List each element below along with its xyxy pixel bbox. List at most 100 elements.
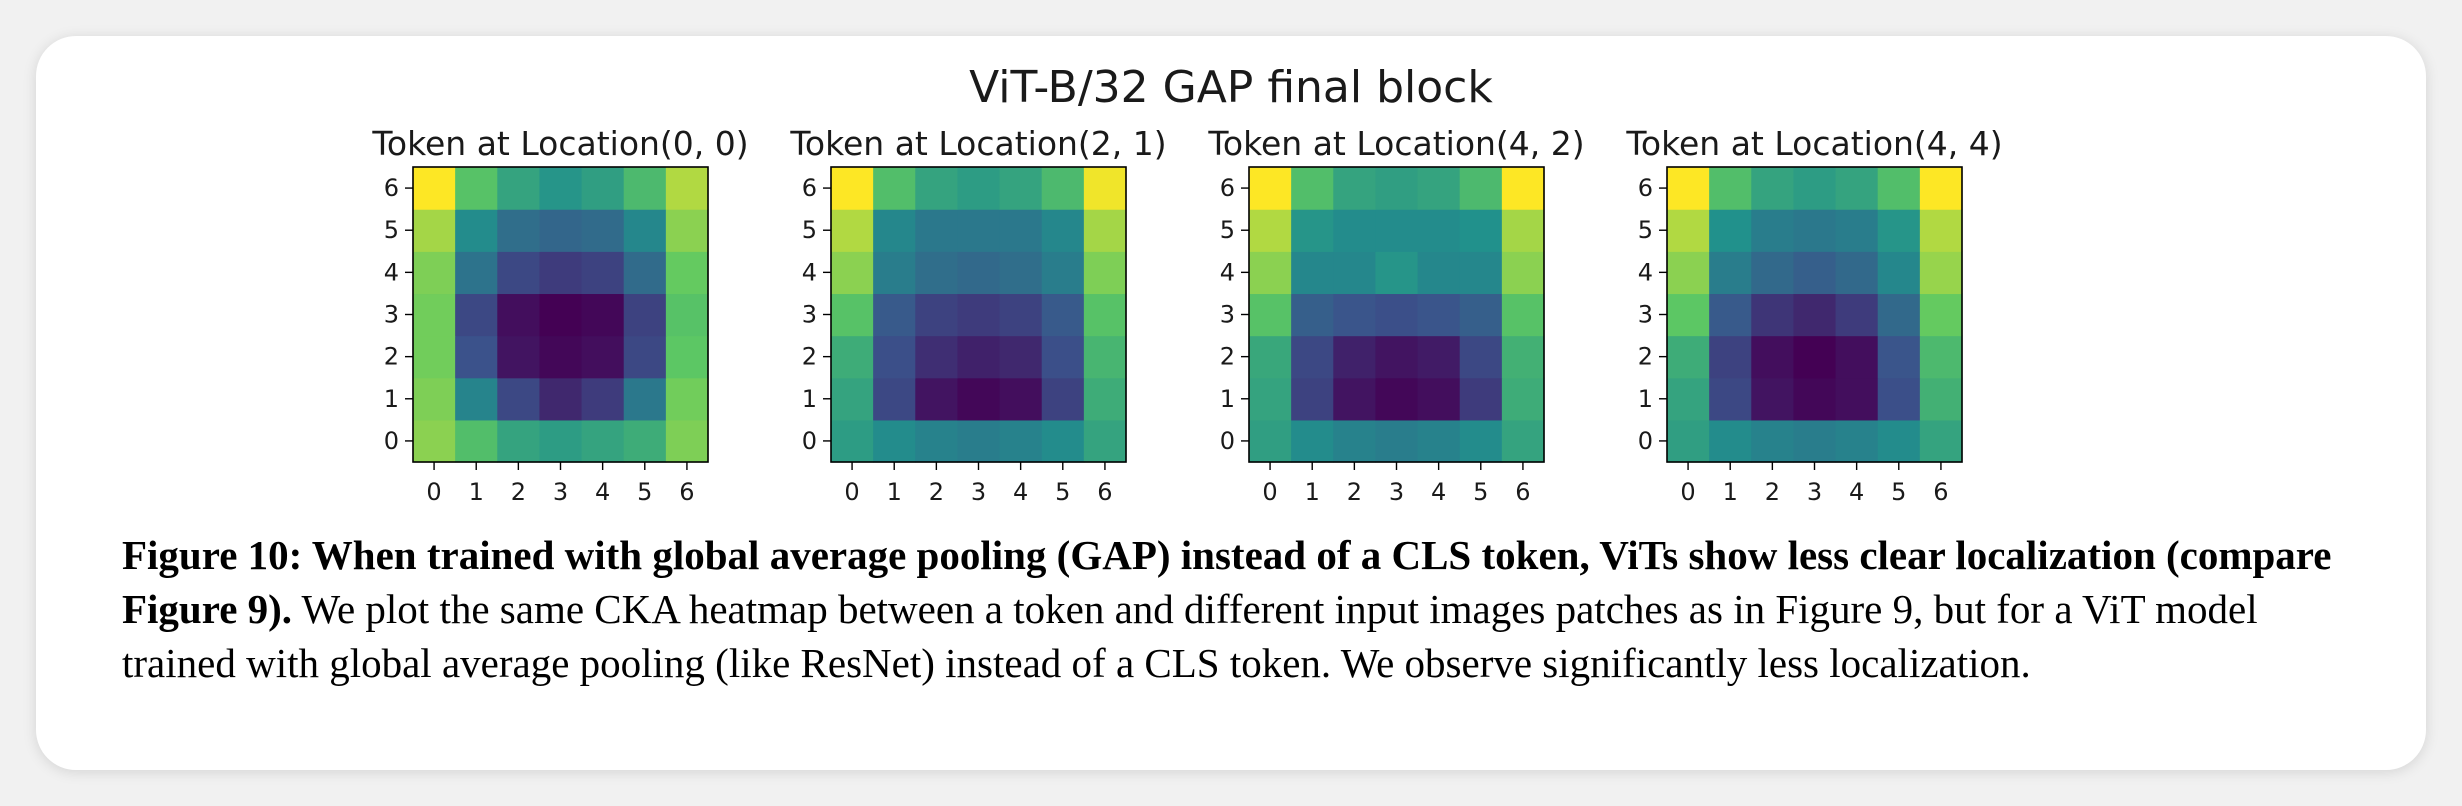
heatmap-cell — [1291, 419, 1334, 463]
heatmap-cell — [623, 293, 667, 337]
heatmap-cell — [1083, 335, 1127, 379]
heatmap-cell — [1291, 209, 1334, 252]
heatmap-cell — [1249, 251, 1292, 295]
heatmap-cell — [999, 251, 1043, 295]
x-tick-label: 6 — [1933, 478, 1948, 506]
x-tick-label: 0 — [426, 478, 441, 506]
heatmap-cell — [1375, 293, 1419, 337]
x-tick-label: 5 — [637, 478, 652, 506]
heatmap-cell — [497, 377, 541, 421]
heatmap-cell — [1709, 419, 1752, 463]
heatmap-cell — [1501, 209, 1545, 252]
heatmap-cell — [1793, 251, 1837, 295]
heatmap-cell — [623, 209, 667, 252]
heatmap-cell — [497, 209, 541, 252]
heatmap-cell — [1459, 335, 1503, 379]
figure-caption: Figure 10: When trained with global aver… — [122, 528, 2332, 690]
heatmap-cell — [1291, 167, 1334, 210]
heatmap-cell — [831, 377, 874, 421]
heatmap-cell — [1751, 251, 1795, 295]
heatmap-title: Token at Location(2, 1) — [789, 124, 1166, 163]
heatmap-cell — [1501, 167, 1545, 210]
heatmap-cell — [831, 335, 874, 379]
heatmap-cell — [539, 293, 583, 337]
heatmap-cell — [1249, 419, 1292, 463]
x-tick-label: 2 — [929, 478, 944, 506]
x-tick-label: 3 — [971, 478, 986, 506]
x-tick-label: 4 — [595, 478, 610, 506]
heatmap-cell — [665, 209, 709, 252]
heatmap-cell — [581, 377, 625, 421]
heatmap-cell — [957, 251, 1001, 295]
heatmap-cell — [1919, 419, 1963, 463]
heatmap-cell — [1877, 167, 1921, 210]
heatmap-cell — [455, 419, 498, 463]
x-tick-label: 5 — [1891, 478, 1906, 506]
heatmap-cell — [1793, 167, 1837, 210]
heatmap-cell — [873, 335, 916, 379]
y-tick-label: 1 — [384, 385, 399, 413]
heatmap-title: Token at Location(4, 4) — [1625, 124, 2002, 163]
x-tick-label: 1 — [1723, 478, 1738, 506]
heatmap-cell — [1501, 335, 1545, 379]
heatmap-cell — [665, 335, 709, 379]
heatmap-cell — [1667, 377, 1710, 421]
heatmap-cell — [873, 293, 916, 337]
heatmap-cell — [539, 377, 583, 421]
x-tick-label: 4 — [1431, 478, 1446, 506]
heatmap-cell — [665, 251, 709, 295]
heatmap-cell — [1835, 419, 1879, 463]
heatmap-cell — [413, 335, 456, 379]
heatmap-cell — [1041, 167, 1085, 210]
y-tick-label: 0 — [802, 427, 817, 455]
heatmap-cell — [455, 377, 498, 421]
y-tick-label: 3 — [802, 301, 817, 329]
heatmap-cell — [455, 209, 498, 252]
heatmap-cell — [999, 335, 1043, 379]
heatmap-cell — [497, 167, 541, 210]
heatmap-cell — [1793, 209, 1837, 252]
heatmap-cell — [1083, 377, 1127, 421]
heatmap-cell — [915, 293, 959, 337]
heatmap-cell — [455, 293, 498, 337]
heatmap-cell — [539, 209, 583, 252]
x-tick-label: 6 — [1097, 478, 1112, 506]
heatmap-cell — [1751, 167, 1795, 210]
y-tick-label: 0 — [1220, 427, 1235, 455]
y-tick-label: 5 — [802, 216, 817, 244]
heatmap-cell — [665, 293, 709, 337]
heatmap-cell — [1793, 335, 1837, 379]
heatmap-cell — [1417, 335, 1461, 379]
heatmap-cell — [1751, 335, 1795, 379]
heatmap-cell — [1375, 167, 1419, 210]
x-tick-label: 2 — [1347, 478, 1362, 506]
heatmap-cell — [915, 377, 959, 421]
y-tick-label: 1 — [1220, 385, 1235, 413]
heatmap-cell — [1333, 335, 1377, 379]
x-tick-label: 2 — [1765, 478, 1780, 506]
heatmap-cell — [915, 167, 959, 210]
heatmap-cell — [1877, 293, 1921, 337]
heatmap-cell — [999, 419, 1043, 463]
heatmap-cell — [623, 419, 667, 463]
y-tick-label: 5 — [1220, 216, 1235, 244]
y-tick-label: 3 — [1220, 301, 1235, 329]
heatmap-cell — [1793, 419, 1837, 463]
heatmap-cell — [413, 167, 456, 210]
caption-text: We plot the same CKA heatmap between a t… — [122, 586, 2258, 686]
y-tick-label: 6 — [1220, 174, 1235, 202]
heatmap-cell — [873, 167, 916, 210]
heatmap-cell — [1417, 209, 1461, 252]
heatmap-cell — [623, 251, 667, 295]
heatmap-title: Token at Location(0, 0) — [371, 124, 748, 163]
heatmap-cell — [497, 293, 541, 337]
y-tick-label: 4 — [384, 258, 399, 286]
heatmap-cell — [1375, 419, 1419, 463]
heatmap-cell — [873, 209, 916, 252]
heatmap-cell — [539, 419, 583, 463]
y-tick-label: 2 — [802, 343, 817, 371]
heatmap-cell — [1877, 335, 1921, 379]
heatmap-cell — [1501, 251, 1545, 295]
heatmap-cell — [999, 293, 1043, 337]
